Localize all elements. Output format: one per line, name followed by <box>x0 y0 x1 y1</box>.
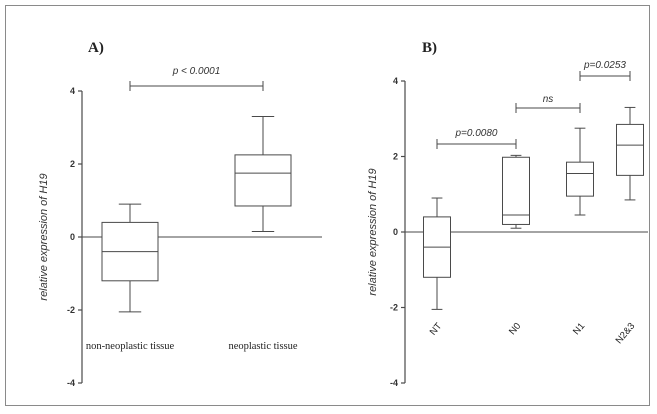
box-2 <box>502 154 530 229</box>
y-tick-label: 4 <box>393 76 398 86</box>
box-iqr <box>566 161 594 197</box>
figure-frame <box>5 5 650 406</box>
y-tick-label: 2 <box>393 152 398 162</box>
category-label: non-neoplastic tissue <box>86 341 175 352</box>
box-iqr <box>616 123 644 176</box>
y-tick-label: -4 <box>67 378 75 388</box>
significance-bracket: ns <box>515 94 581 113</box>
y-axis-title: relative expression of H19 <box>367 168 379 295</box>
significance-label: p < 0.0001 <box>172 66 221 77</box>
panel-label: B) <box>422 40 437 56</box>
significance-label: ns <box>543 94 554 105</box>
y-tick-label: 0 <box>70 232 75 242</box>
panel-b: B) -4 -2 0 2 4 relative expression of H19 NT N0 N… <box>367 40 648 388</box>
panel-a: A) -4 -2 0 2 4 relative expression of H19 non-n… <box>38 40 322 388</box>
y-tick-label: -2 <box>390 303 398 313</box>
category-label: neoplastic tissue <box>228 341 297 352</box>
y-tick-label: -2 <box>67 305 75 315</box>
y-axis-title: relative expression of H19 <box>38 173 50 300</box>
y-tick-label: -4 <box>390 378 398 388</box>
significance-bracket: p < 0.0001 <box>129 66 264 91</box>
significance-bracket: p=0.0253 <box>579 60 631 81</box>
category-label: N2&3 <box>614 321 638 346</box>
box-iqr <box>234 154 292 207</box>
box-iqr <box>502 156 530 225</box>
box-2 <box>234 116 292 233</box>
y-tick-label: 4 <box>70 86 75 96</box>
y-tick-label: 0 <box>393 227 398 237</box>
significance-bracket: p=0.0080 <box>436 128 517 149</box>
box-1 <box>101 203 159 313</box>
panel-label: A) <box>88 40 104 56</box>
significance-label: p=0.0253 <box>583 60 626 71</box>
box-3 <box>566 127 594 216</box>
box-4 <box>616 106 644 201</box>
category-label: N0 <box>507 321 523 337</box>
category-label: NT <box>428 321 445 338</box>
category-label: N1 <box>571 321 587 337</box>
significance-label: p=0.0080 <box>455 128 498 139</box>
y-tick-label: 2 <box>70 159 75 169</box>
box-1 <box>423 197 451 310</box>
